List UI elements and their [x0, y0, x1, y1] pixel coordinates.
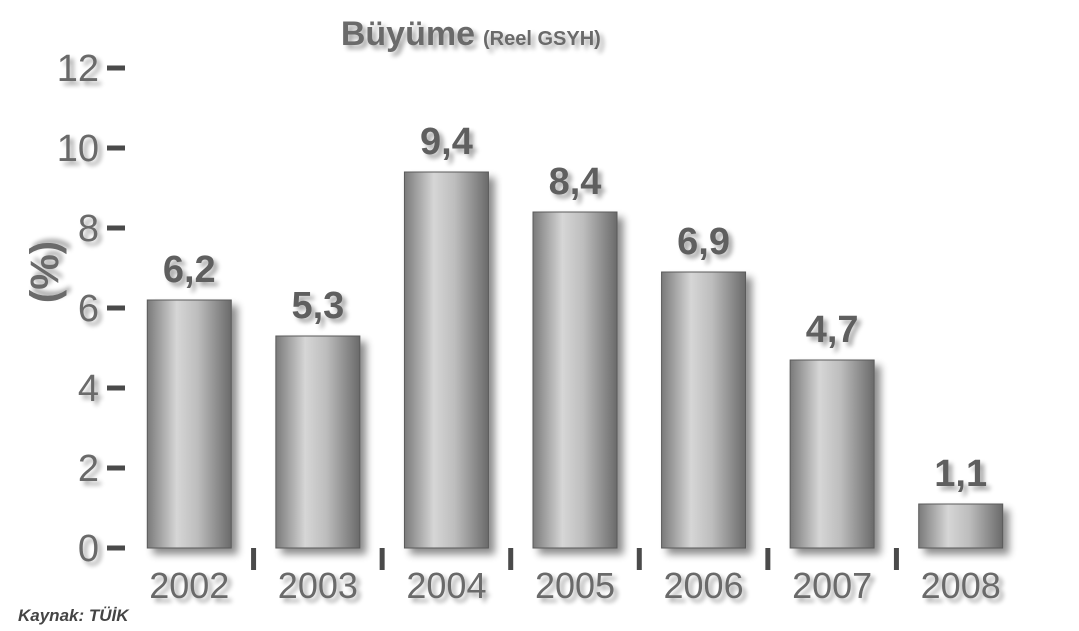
bar-2008	[918, 503, 1004, 549]
y-tick-label-8: 8	[78, 208, 99, 250]
chart-subtitle: (Reel GSYH)	[483, 28, 601, 50]
bars-layer: 6,2 5,3 9,4 8,4 6,9 4,7 1,1	[146, 121, 1004, 549]
value-label-2006: 6,9	[677, 221, 730, 263]
bar-2006	[661, 271, 747, 549]
bar-2005	[532, 211, 618, 549]
source-note: Kaynak: TÜİK	[18, 606, 130, 625]
y-tick-label-10: 10	[57, 128, 99, 170]
y-axis-label: (%)	[23, 241, 67, 303]
value-label-2003: 5,3	[291, 285, 344, 327]
y-tick-label-12: 12	[57, 48, 99, 90]
chart-title: Büyüme	[341, 15, 475, 53]
value-label-2007: 4,7	[806, 309, 859, 351]
bar-2003	[275, 335, 361, 549]
value-label-2008: 1,1	[934, 453, 987, 495]
y-tick-label-6: 6	[78, 288, 99, 330]
x-tick-label-2005: 2005	[535, 565, 615, 606]
x-tick-label-2003: 2003	[278, 565, 358, 606]
x-tick-label-2008: 2008	[921, 565, 1001, 606]
y-tick-label-4: 4	[78, 368, 99, 410]
y-tick-label-2: 2	[78, 448, 99, 490]
bar-2004	[403, 171, 489, 549]
value-label-2004: 9,4	[420, 121, 473, 163]
x-tick-label-2007: 2007	[792, 565, 872, 606]
axes-layer	[115, 20, 1030, 570]
x-tick-label-2004: 2004	[406, 565, 486, 606]
y-ticks-layer: 0 2 4 6 8 10 12	[57, 48, 125, 570]
bar-2007	[789, 359, 875, 549]
x-labels-layer: 2002 2003 2004 2005 2006 2007 2008	[149, 565, 1001, 606]
x-tick-label-2002: 2002	[149, 565, 229, 606]
value-label-2005: 8,4	[549, 161, 602, 203]
bar-2002	[146, 299, 232, 549]
x-tick-label-2006: 2006	[664, 565, 744, 606]
y-tick-label-0: 0	[78, 528, 99, 570]
value-label-2002: 6,2	[163, 249, 216, 291]
